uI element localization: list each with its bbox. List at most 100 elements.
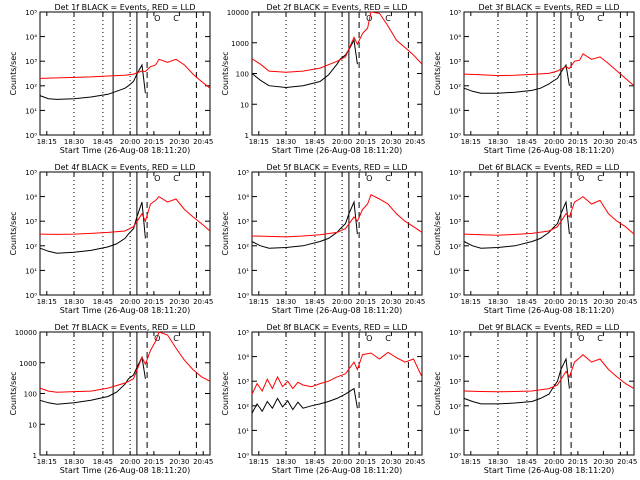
y-tick-label: 1	[33, 452, 37, 460]
x-tick-label: 18:30	[64, 298, 84, 306]
y-tick-label: 10¹	[237, 267, 249, 275]
y-tick-label: 100	[24, 391, 37, 399]
y-tick-label: 100	[236, 71, 249, 79]
x-axis-label: Start Time (26-Aug-08 18:11:20)	[272, 146, 403, 155]
x-tick-label: 18:30	[488, 138, 508, 146]
x-tick-label: 18:45	[305, 458, 325, 466]
x-tick-label: 20:45	[617, 458, 637, 466]
plot-frame	[251, 171, 423, 296]
x-tick-label: 20:00	[544, 138, 564, 146]
series-events-line	[251, 38, 358, 89]
panel-det-4: Det 4f BLACK = Events, RED = LLD 10⁰ 10¹ 10…	[9, 163, 213, 315]
series-events-line	[39, 201, 146, 254]
series-events-line	[251, 200, 358, 249]
series-lld-line	[463, 354, 635, 393]
series-lld-line	[463, 195, 635, 236]
y-tick-label: 1	[245, 132, 249, 140]
marker-c: C	[385, 334, 391, 343]
y-axis-label: Counts/sec	[221, 371, 230, 415]
marker-c: C	[173, 174, 179, 183]
x-tick-label: 18:15	[249, 138, 269, 146]
plot-frame	[39, 171, 211, 296]
panel-det-6: Det 6f BLACK = Events, RED = LLD 10⁰ 10¹ 10…	[433, 163, 637, 315]
y-axis-label: Counts/sec	[9, 211, 18, 255]
x-tick-label: 20:30	[593, 138, 613, 146]
y-tick-label: 10³	[449, 58, 461, 66]
y-axis-label: Counts/sec	[9, 51, 18, 95]
x-axis-label: Start Time (26-Aug-08 18:11:20)	[60, 306, 191, 315]
x-tick-label: 18:15	[249, 458, 269, 466]
y-tick-label: 10	[28, 421, 37, 429]
y-tick-label: 10⁰	[25, 132, 37, 140]
x-tick-label: 18:45	[305, 138, 325, 146]
x-tick-label: 18:15	[249, 298, 269, 306]
x-tick-label: 20:15	[144, 138, 164, 146]
y-tick-label: 10⁰	[449, 132, 461, 140]
marker-o: O	[578, 14, 584, 23]
y-tick-label: 10³	[237, 218, 249, 226]
y-tick-label: 10³	[449, 218, 461, 226]
plot-frame	[463, 11, 635, 136]
x-tick-label: 20:30	[169, 458, 189, 466]
marker-o: O	[366, 174, 372, 183]
plot-frame	[39, 331, 211, 456]
marker-c: C	[597, 334, 603, 343]
x-axis-label: Start Time (26-Aug-08 18:11:20)	[272, 466, 403, 475]
x-tick-label: 20:00	[332, 138, 352, 146]
x-tick-label: 20:00	[120, 458, 140, 466]
x-axis-label: Start Time (26-Aug-08 18:11:20)	[272, 306, 403, 315]
y-tick-label: 10⁰	[25, 292, 37, 300]
panel-title: Det 9f BLACK = Events, RED = LLD	[478, 323, 619, 332]
y-tick-label: 10¹	[237, 427, 249, 435]
series-lld-line	[39, 58, 211, 89]
y-tick-label: 10²	[449, 83, 461, 91]
panel-det-9: Det 9f BLACK = Events, RED = LLD 10⁰ 10¹ 10…	[433, 323, 637, 475]
x-tick-label: 18:15	[37, 458, 57, 466]
series-events-line	[463, 200, 570, 249]
panel-det-2: Det 2f BLACK = Events, RED = LLD 1 10 100 10…	[221, 3, 425, 155]
x-tick-label: 20:45	[193, 298, 213, 306]
x-tick-label: 20:15	[568, 138, 588, 146]
x-tick-label: 18:30	[276, 298, 296, 306]
y-tick-label: 10⁴	[449, 34, 461, 42]
x-tick-label: 20:45	[405, 458, 425, 466]
x-tick-label: 18:30	[488, 298, 508, 306]
y-tick-label: 10⁵	[237, 169, 249, 177]
series-events-line	[463, 63, 570, 94]
x-axis-label: Start Time (26-Aug-08 18:11:20)	[484, 146, 615, 155]
y-tick-label: 10⁵	[449, 9, 461, 17]
plot-frame	[39, 11, 211, 136]
series-lld-line	[463, 53, 635, 87]
marker-c: C	[385, 14, 391, 23]
x-tick-label: 20:15	[568, 298, 588, 306]
y-tick-label: 10⁴	[449, 354, 461, 362]
y-tick-label: 10	[240, 101, 249, 109]
x-tick-label: 18:45	[93, 298, 113, 306]
x-tick-label: 20:00	[544, 458, 564, 466]
panel-title: Det 3f BLACK = Events, RED = LLD	[478, 3, 619, 12]
y-tick-label: 10⁵	[237, 329, 249, 337]
x-tick-label: 18:15	[461, 138, 481, 146]
y-tick-label: 1000	[19, 360, 37, 368]
x-tick-label: 20:00	[120, 138, 140, 146]
x-tick-label: 20:45	[405, 298, 425, 306]
x-tick-label: 18:15	[461, 458, 481, 466]
x-tick-label: 20:15	[356, 298, 376, 306]
y-tick-label: 10³	[449, 378, 461, 386]
panel-title: Det 4f BLACK = Events, RED = LLD	[54, 163, 195, 172]
x-tick-label: 18:45	[305, 298, 325, 306]
y-tick-label: 10⁵	[25, 9, 37, 17]
y-tick-label: 10³	[25, 218, 37, 226]
y-axis-label: Counts/sec	[433, 51, 442, 95]
y-tick-label: 10⁵	[449, 329, 461, 337]
y-tick-label: 10000	[227, 9, 249, 17]
x-tick-label: 20:00	[332, 298, 352, 306]
marker-c: C	[173, 14, 179, 23]
x-tick-label: 20:45	[193, 138, 213, 146]
x-tick-label: 18:30	[64, 138, 84, 146]
x-tick-label: 20:00	[120, 298, 140, 306]
x-tick-label: 18:30	[276, 138, 296, 146]
x-axis-label: Start Time (26-Aug-08 18:11:20)	[60, 146, 191, 155]
x-tick-label: 18:15	[37, 298, 57, 306]
